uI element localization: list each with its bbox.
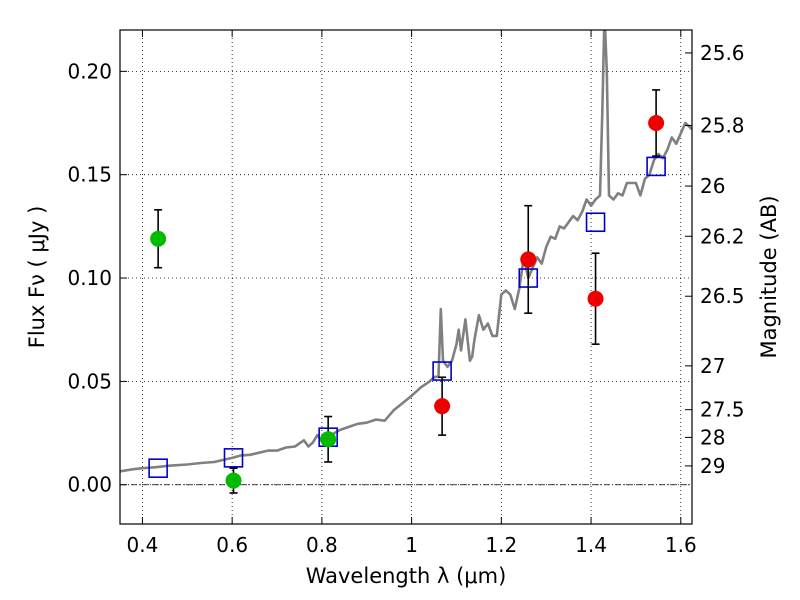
y2-tick-label: 29: [700, 454, 725, 478]
observed-flux-point: [648, 115, 665, 132]
x-tick-label: 0.4: [127, 533, 159, 557]
x-tick-label: 1.6: [665, 533, 697, 557]
x-tick-label: 0.6: [216, 533, 248, 557]
observed-flux-point: [320, 431, 337, 448]
observed-flux-point: [587, 290, 604, 307]
y2-tick-label: 25.8: [700, 113, 745, 137]
x-axis-label: Wavelength λ (μm): [306, 564, 507, 588]
y2-tick-label: 26.5: [700, 284, 745, 308]
x-tick-label: 1.2: [485, 533, 517, 557]
y2-axis-label: Magnitude (AB): [757, 195, 781, 358]
x-tick-label: 1.4: [575, 533, 607, 557]
observed-flux-point: [520, 251, 537, 268]
model-flux-square: [148, 458, 168, 478]
y-tick-label: 0.00: [67, 473, 112, 497]
x-tick-label: 0.8: [306, 533, 338, 557]
model-flux-square: [646, 156, 666, 177]
model-flux-square: [223, 448, 244, 468]
y-axis-label: Flux Fν ( μJy ): [25, 206, 49, 349]
y2-tick-label: 26.2: [700, 224, 745, 248]
y-tick-label: 0.10: [67, 266, 112, 290]
model-spectrum-line: [120, 30, 692, 473]
axes: 0.4 0.6 0.8 1 1.2 1.4 1.6 0.00 0.05 0.10 0.15 0.20 2…: [67, 30, 745, 557]
y2-tick-label: 28: [700, 425, 725, 449]
x-tick-label: 1: [405, 533, 418, 557]
y-tick-label: 0.15: [67, 163, 112, 187]
y-tick-label: 0.20: [67, 59, 112, 83]
y2-tick-label: 27.5: [700, 398, 745, 422]
y-tick-label: 0.05: [67, 369, 112, 393]
observed-flux-point: [434, 398, 451, 415]
observed-flux-point: [225, 472, 242, 489]
y2-tick-label: 25.6: [700, 41, 745, 65]
plot-area: [120, 30, 692, 494]
plot-layer: [120, 30, 692, 494]
y2-tick-label: 27: [700, 354, 725, 378]
y2-tick-label: 26: [700, 174, 725, 198]
plot-frame: [119, 29, 693, 525]
model-flux-square: [585, 212, 606, 233]
observed-flux-point: [150, 230, 167, 247]
